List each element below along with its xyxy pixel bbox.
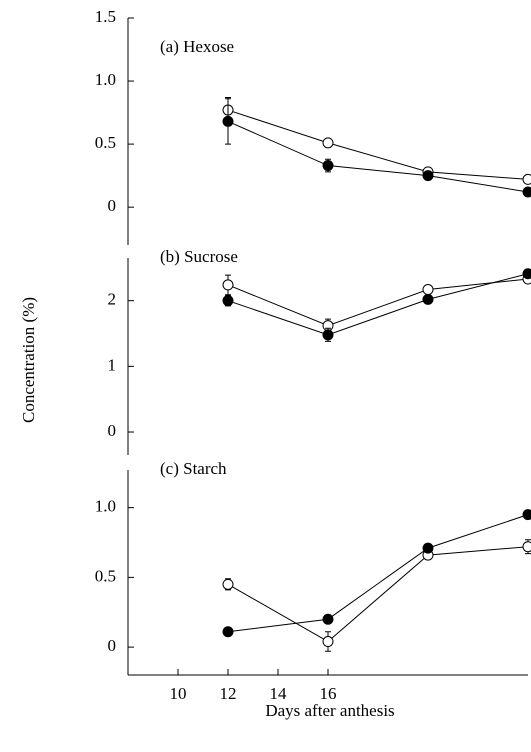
marker (522, 186, 531, 198)
y-tick-label: 1.0 (95, 497, 116, 516)
y-tick-label: 0 (108, 196, 117, 215)
marker (322, 613, 334, 625)
y-tick-label: 0.5 (95, 133, 116, 152)
y-tick-label: 1.5 (95, 7, 116, 26)
series-line (227, 514, 529, 633)
x-tick-label: 16 (320, 684, 337, 703)
marker (222, 626, 234, 638)
marker (422, 284, 434, 296)
marker (422, 542, 434, 554)
marker (522, 541, 531, 553)
x-tick-label: 12 (220, 684, 237, 703)
panel-title: (c) Starch (160, 459, 227, 478)
x-axis-label: Days after anthesis (265, 701, 394, 720)
panel-title: (b) Sucrose (160, 247, 238, 266)
y-axis-label: Concentration (%) (19, 297, 38, 423)
marker (422, 293, 434, 305)
marker (322, 137, 334, 149)
marker (222, 115, 234, 127)
series-line (227, 278, 529, 327)
y-tick-label: 1 (108, 355, 117, 374)
y-tick-label: 0 (108, 421, 117, 440)
series-line (227, 546, 529, 643)
marker (322, 329, 334, 341)
marker (322, 636, 334, 648)
marker (422, 170, 434, 182)
marker (222, 279, 234, 291)
marker (222, 578, 234, 590)
x-tick-label: 10 (170, 684, 187, 703)
y-tick-label: 2 (108, 290, 117, 309)
y-tick-label: 0.5 (95, 566, 116, 585)
y-tick-label: 1.0 (95, 70, 116, 89)
marker (522, 268, 531, 280)
marker (322, 160, 334, 172)
x-tick-label: 14 (270, 684, 288, 703)
series-line (227, 120, 529, 193)
series-line (227, 109, 529, 180)
series-line (227, 273, 529, 336)
marker (522, 173, 531, 185)
y-tick-label: 0 (108, 636, 117, 655)
panel-title: (a) Hexose (160, 37, 234, 56)
marker (522, 509, 531, 521)
marker (222, 295, 234, 307)
